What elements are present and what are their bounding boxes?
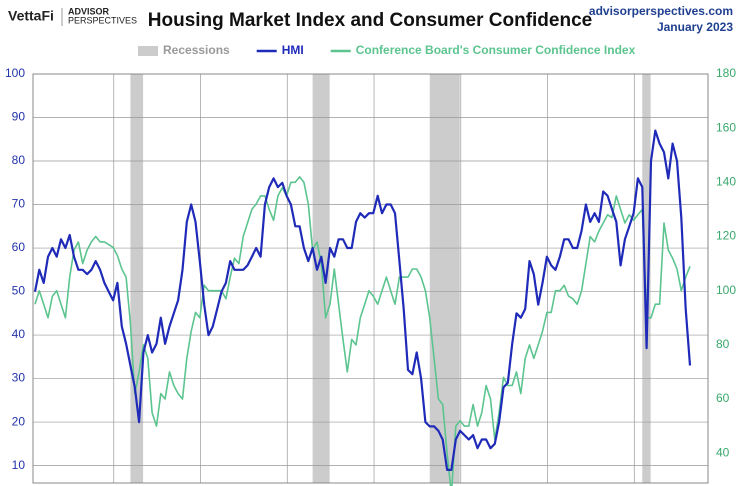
y2-tick-label: 60 [716, 391, 730, 405]
y2-tick-label: 140 [716, 175, 736, 189]
logo-sub: ADVISOR [68, 6, 110, 16]
recession-band [642, 74, 651, 483]
y-tick-label: 60 [12, 240, 26, 254]
logo-sub: PERSPECTIVES [68, 15, 137, 25]
logo: VettaFi [8, 8, 54, 24]
recession-band [312, 74, 330, 483]
y-tick-label: 40 [12, 327, 26, 341]
y-tick-label: 100 [5, 66, 25, 80]
plot-area: 10 20 30 40 50 60 70 80 90 100 40 60 80 100 120 140 160 1… [5, 66, 736, 486]
y-tick-label: 70 [12, 197, 26, 211]
y-tick-label: 20 [12, 414, 26, 428]
y-tick-label: 80 [12, 153, 26, 167]
recession-band [130, 74, 144, 483]
plot-border [32, 73, 709, 484]
y2-tick-label: 80 [716, 337, 730, 351]
legend: Recessions HMI Conference Board's Consumer… [138, 43, 636, 57]
chart-title: Housing Market Index and Consumer Confid… [148, 10, 592, 31]
y-tick-label: 30 [12, 371, 26, 385]
y2-tick-label: 100 [716, 283, 736, 297]
y-tick-label: 50 [12, 284, 26, 298]
y2-tick-label: 120 [716, 229, 736, 243]
date: January 2023 [657, 20, 733, 34]
legend-label: Recessions [163, 43, 230, 57]
legend-label: HMI [282, 43, 304, 57]
legend-swatch [138, 46, 158, 56]
y-tick-label: 90 [12, 110, 26, 124]
recession-band [429, 74, 460, 483]
site: advisorperspectives.com [589, 4, 733, 18]
y2-tick-label: 40 [716, 445, 730, 459]
series-line [33, 129, 692, 471]
y2-tick-label: 180 [716, 66, 736, 80]
y-tick-label: 10 [12, 458, 26, 472]
legend-label: Conference Board's Consumer Confidence I… [356, 43, 636, 57]
y2-tick-label: 160 [716, 120, 736, 134]
